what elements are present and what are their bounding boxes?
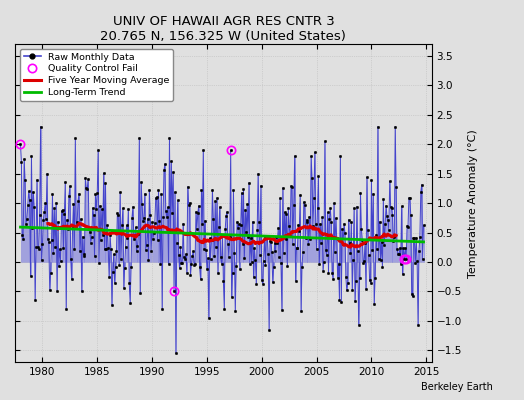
Legend: Raw Monthly Data, Quality Control Fail, Five Year Moving Average, Long-Term Tren: Raw Monthly Data, Quality Control Fail, … <box>20 49 173 101</box>
Y-axis label: Temperature Anomaly (°C): Temperature Anomaly (°C) <box>467 129 477 278</box>
Text: Berkeley Earth: Berkeley Earth <box>421 382 493 392</box>
Title: UNIV OF HAWAII AGR RES CNTR 3
20.765 N, 156.325 W (United States): UNIV OF HAWAII AGR RES CNTR 3 20.765 N, … <box>101 15 346 43</box>
